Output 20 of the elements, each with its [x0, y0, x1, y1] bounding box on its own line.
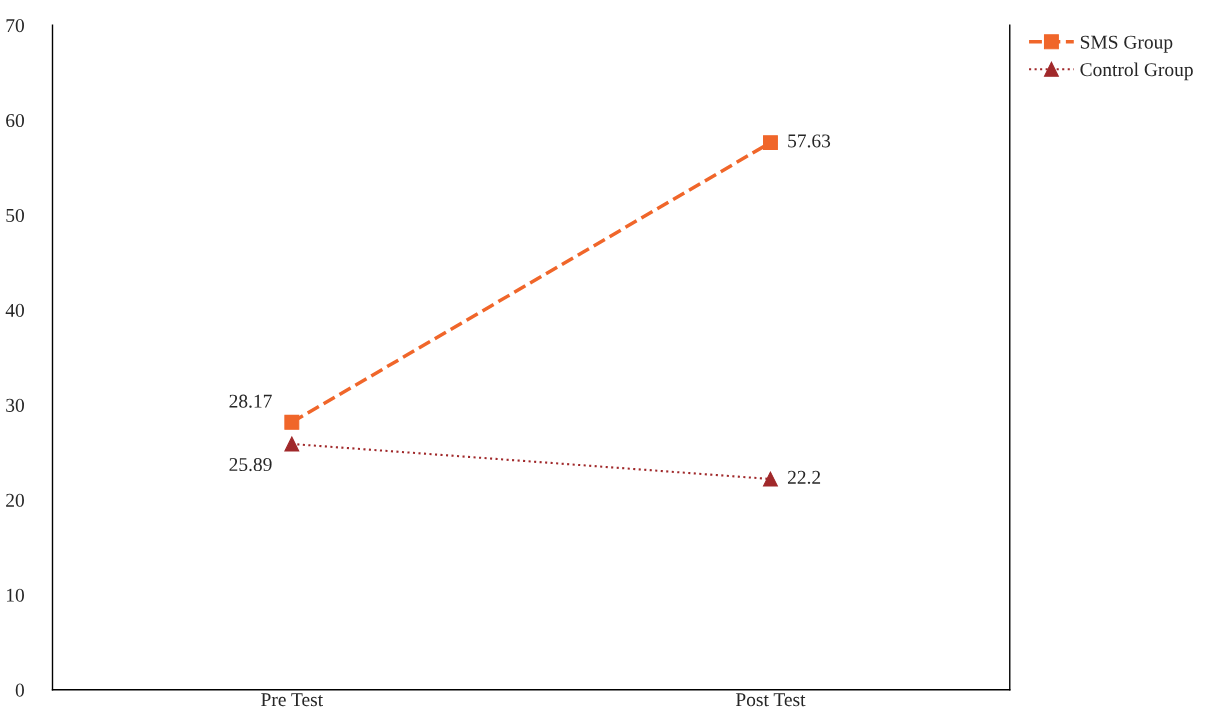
y-tick-label: 20 — [6, 493, 24, 507]
data-label: 28.17 — [229, 394, 272, 408]
point — [762, 135, 778, 151]
y-tick-label: 60 — [6, 113, 24, 128]
y-tick-label: 10 — [6, 588, 24, 602]
legend-label: Control Group — [1080, 62, 1193, 81]
legend-label: SMS Group — [1080, 35, 1173, 53]
point — [762, 471, 778, 487]
point — [284, 436, 300, 452]
y-tick-label: 70 — [6, 19, 24, 33]
x-tick-label: Pre Test — [261, 693, 323, 707]
y-tick-label: 0 — [15, 683, 24, 697]
point — [284, 414, 300, 430]
y-tick-label: 40 — [5, 303, 24, 317]
data-label: 57.63 — [788, 134, 831, 148]
y-tick-label: 30 — [6, 398, 24, 412]
x-tick-label: Post Test — [735, 693, 806, 707]
y-tick-label: 50 — [6, 208, 24, 223]
data-label: 25.89 — [229, 457, 272, 472]
data-label: 22.2 — [787, 470, 821, 484]
